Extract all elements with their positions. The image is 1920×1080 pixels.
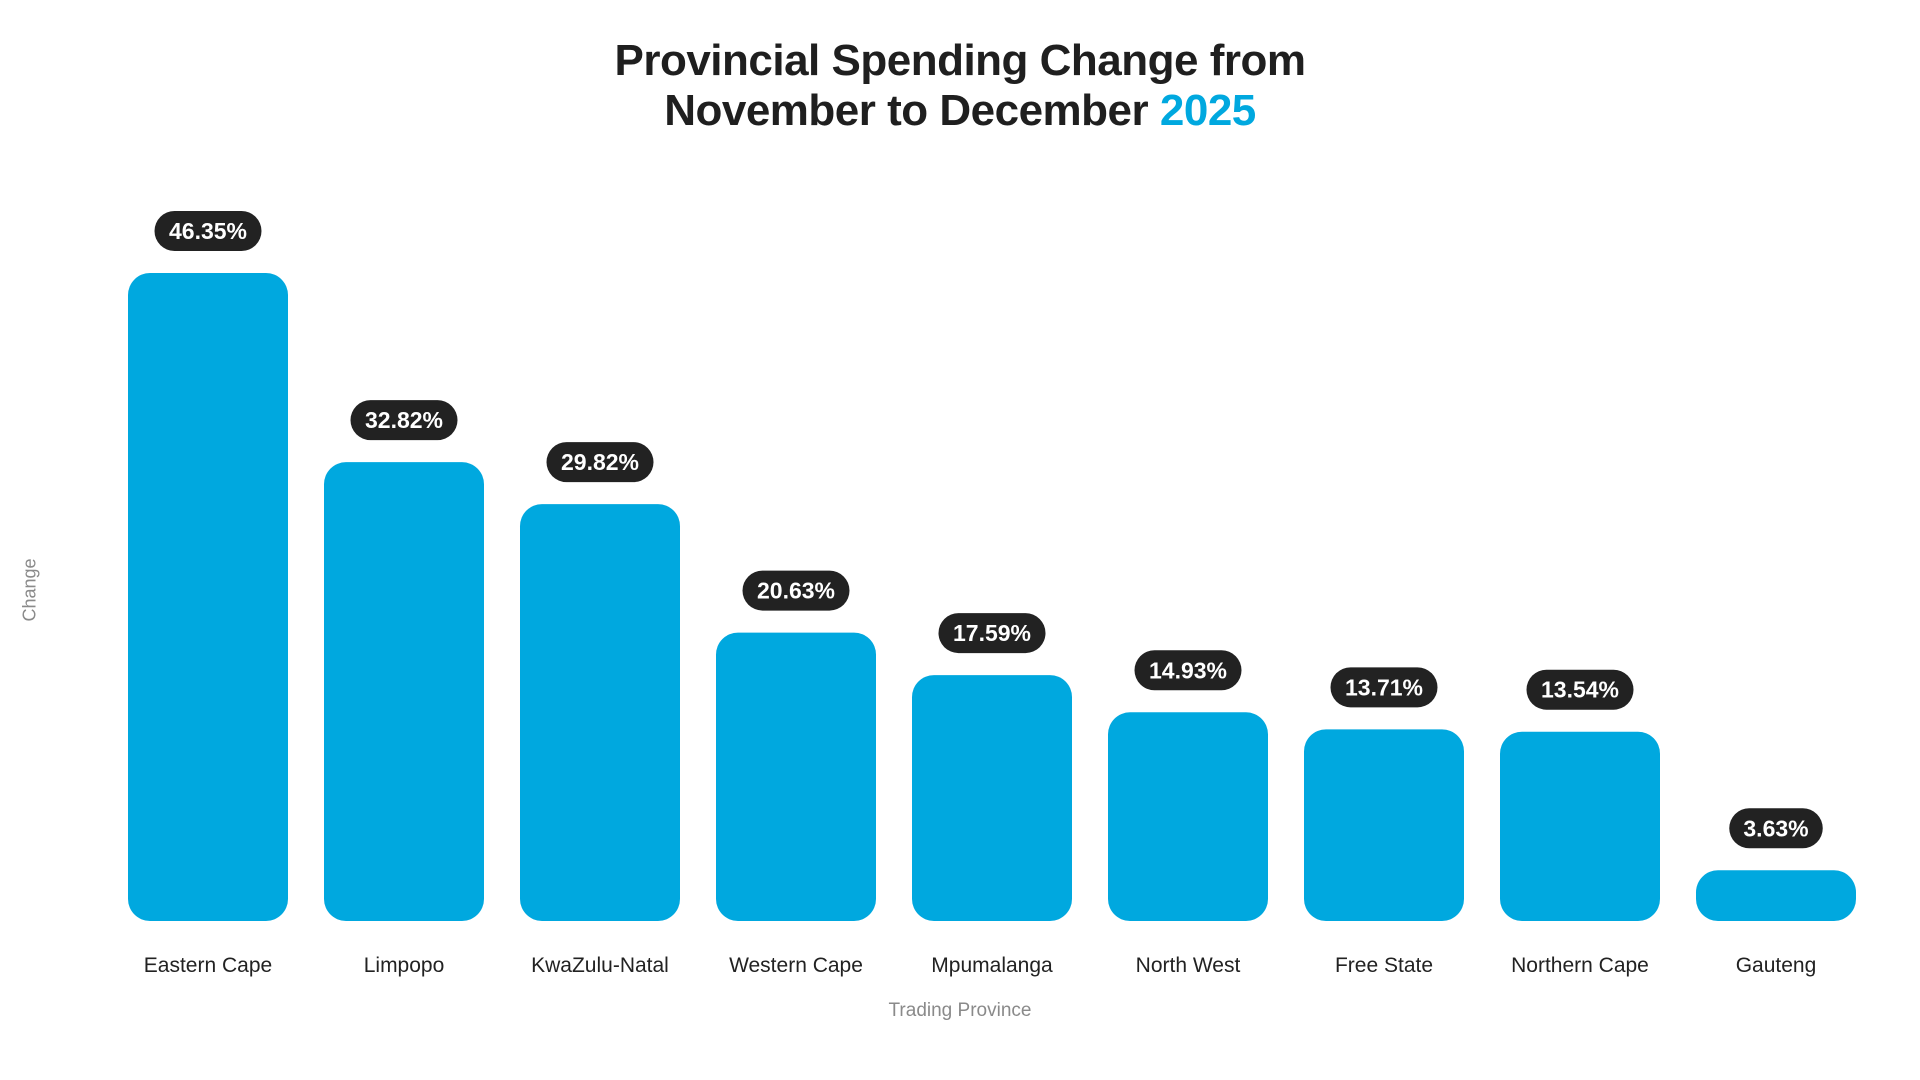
bar-8 xyxy=(1696,870,1856,921)
data-label-pill-1 xyxy=(350,400,458,441)
data-label-pill-6 xyxy=(1330,667,1438,708)
data-label-pill-3 xyxy=(742,570,850,611)
data-label-3: 20.63% xyxy=(757,578,835,604)
bar-7 xyxy=(1500,731,1660,921)
bar-1 xyxy=(324,462,484,921)
data-label-7: 13.54% xyxy=(1541,677,1619,703)
data-label-pill-7 xyxy=(1526,669,1634,710)
bar-6 xyxy=(1304,729,1464,921)
bar-5 xyxy=(1108,712,1268,921)
bar-0 xyxy=(128,273,288,921)
data-label-4: 17.59% xyxy=(953,620,1031,646)
category-label-1: Limpopo xyxy=(364,954,445,977)
bar-4 xyxy=(912,675,1072,921)
category-label-0: Eastern Cape xyxy=(144,954,272,977)
category-label-5: North West xyxy=(1136,954,1241,977)
x-axis-label: Trading Province xyxy=(888,1000,1032,1021)
data-label-1: 32.82% xyxy=(365,407,443,433)
data-label-0: 46.35% xyxy=(169,218,247,244)
data-label-pill-0 xyxy=(154,211,262,251)
data-label-5: 14.93% xyxy=(1149,657,1227,683)
data-label-6: 13.71% xyxy=(1345,674,1423,700)
category-label-7: Northern Cape xyxy=(1511,954,1649,977)
category-label-8: Gauteng xyxy=(1736,954,1817,977)
chart-title: Provincial Spending Change from November… xyxy=(0,36,1920,136)
title-line-2-text: November to December xyxy=(664,86,1149,135)
title-line-2: November to December 2025 xyxy=(0,86,1920,136)
data-label-pill-4 xyxy=(938,613,1046,654)
category-label-6: Free State xyxy=(1335,954,1433,977)
title-line-1: Provincial Spending Change from xyxy=(614,36,1306,85)
data-label-pill-2 xyxy=(546,442,654,483)
title-year: 2025 xyxy=(1159,86,1256,135)
data-label-pill-5 xyxy=(1134,650,1242,691)
category-label-2: KwaZulu-Natal xyxy=(531,954,669,977)
category-label-3: Western Cape xyxy=(729,954,863,977)
data-label-pill-8 xyxy=(1729,808,1823,849)
category-label-4: Mpumalanga xyxy=(931,954,1053,977)
bar-2 xyxy=(520,504,680,921)
y-axis-label: Change xyxy=(19,558,40,622)
data-label-2: 29.82% xyxy=(561,449,639,475)
data-label-8: 3.63% xyxy=(1743,815,1808,841)
bar-3 xyxy=(716,632,876,921)
